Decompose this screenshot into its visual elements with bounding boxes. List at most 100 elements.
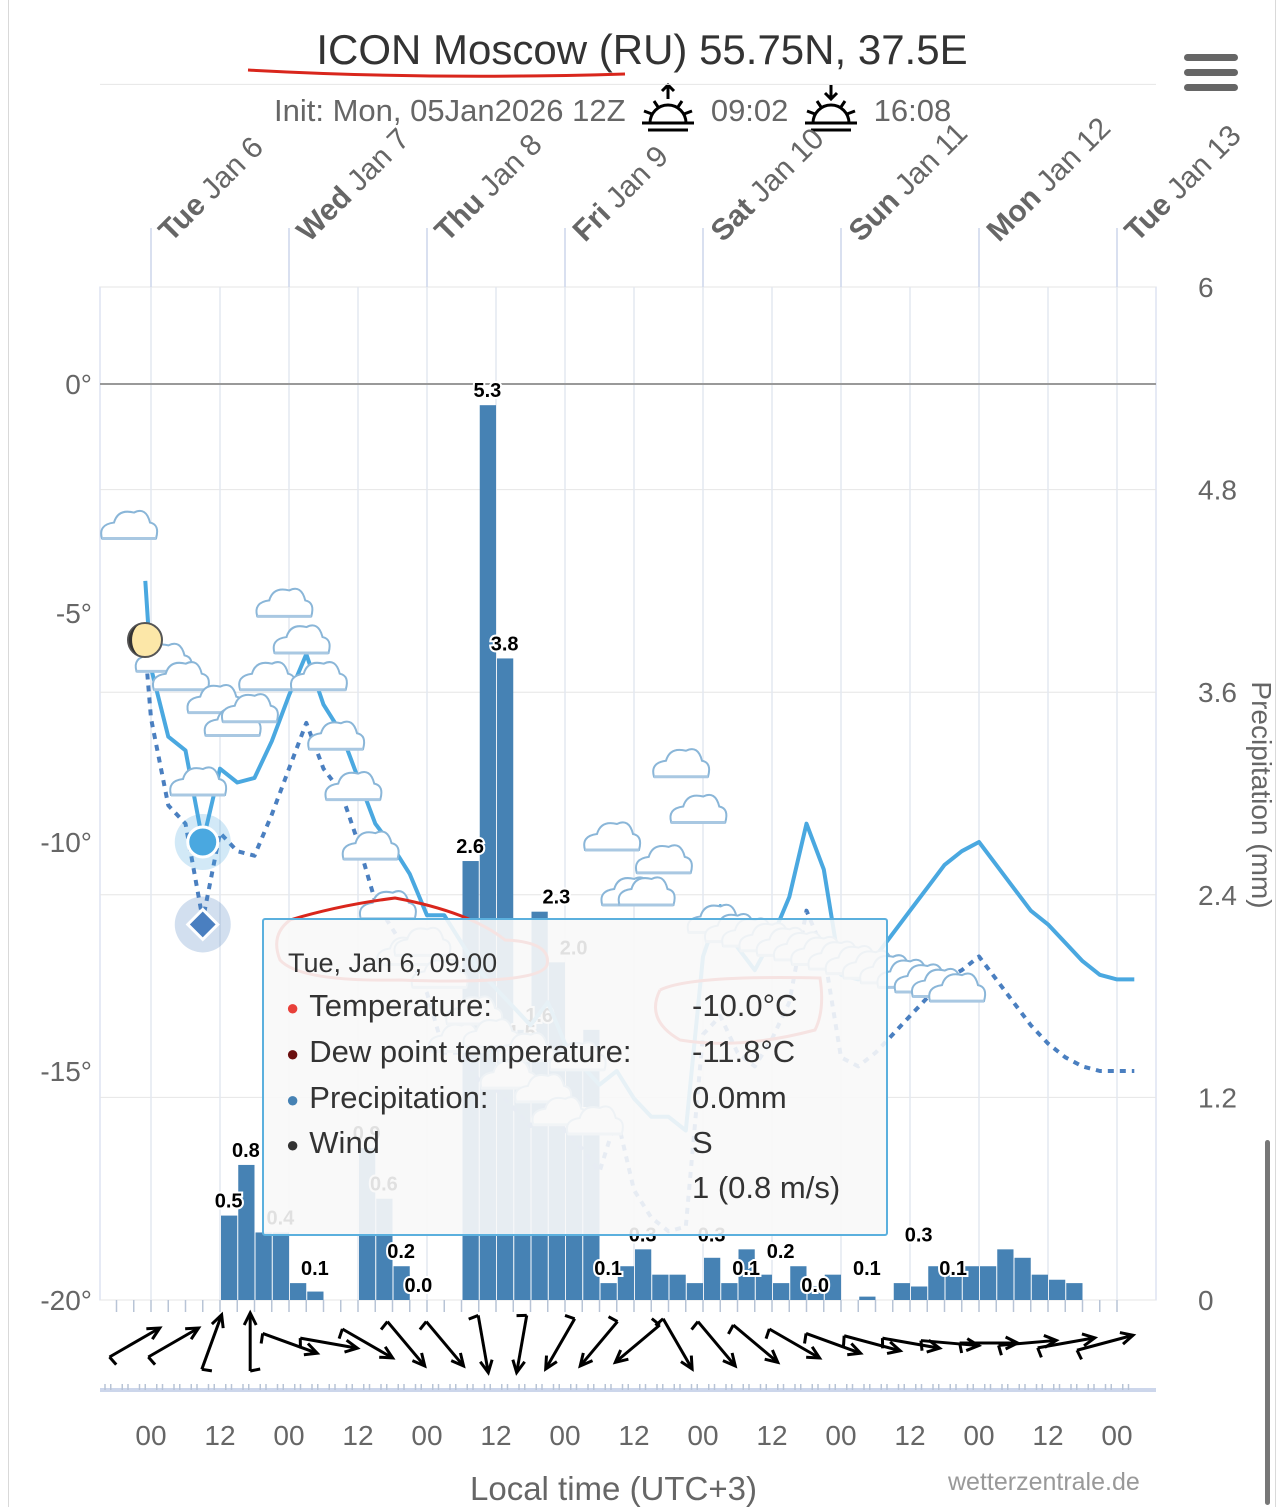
precip-bar	[600, 1283, 617, 1300]
precip-bar	[255, 1232, 272, 1300]
precip-tick-label: 4.8	[1198, 475, 1237, 506]
cloud-shape	[290, 661, 348, 691]
hamburger-menu-icon[interactable]	[1184, 54, 1238, 94]
wind-barb-flag	[690, 1320, 700, 1331]
cloud-icon	[324, 770, 383, 802]
cloud-shape	[652, 748, 711, 778]
wind-barb-icon	[147, 1326, 202, 1366]
wind-barb-head	[886, 1340, 904, 1355]
cloud-icon	[669, 793, 728, 825]
precip-data-label: 0.5	[215, 1191, 243, 1213]
temp-highlight-marker	[186, 825, 220, 859]
cloud-shape	[583, 821, 642, 851]
wind-barb-shaft	[299, 1336, 356, 1350]
cloud-shape	[272, 624, 331, 655]
wind-barb-head	[612, 1349, 629, 1365]
cloud-shape	[635, 844, 693, 874]
precip-data-label: 0.3	[905, 1224, 933, 1246]
wind-barb-flag	[803, 1333, 808, 1344]
init-subtitle: Init: Mon, 05Jan2026 12Z 09:02 16:08	[274, 82, 951, 143]
wind-barb-flag	[418, 1320, 428, 1331]
wind-barb-head	[303, 1342, 321, 1357]
wind-barb-head	[965, 1337, 983, 1352]
wind-barb-flag	[880, 1338, 885, 1349]
wind-barb-flag	[607, 1315, 619, 1323]
wind-dot-icon: ●	[286, 1131, 300, 1157]
wind-barb-flag	[919, 1340, 924, 1351]
precip-bar	[755, 1274, 772, 1300]
day-label: Tue Jan 13	[1119, 119, 1248, 248]
precip-bar	[1049, 1279, 1066, 1300]
wind-barb-flag	[298, 1338, 302, 1349]
x-tick-label: 12	[618, 1420, 649, 1451]
tooltip-temp-row: ● Temperature:	[286, 988, 492, 1024]
wind-barb-icon	[654, 1317, 694, 1372]
wind-barb-icon	[1036, 1332, 1099, 1358]
wind-barb-icon	[511, 1313, 529, 1376]
wind-barb-head	[764, 1349, 781, 1365]
precip-data-label: 5.3	[473, 380, 501, 402]
wind-barb-shaft	[200, 1316, 223, 1370]
day-label-date: Jan 9	[600, 140, 675, 215]
cloud-icon	[635, 844, 693, 875]
cloud-icon	[169, 766, 228, 797]
precip-data-label: 3.8	[491, 633, 519, 655]
sunrise-time: 09:02	[710, 93, 789, 129]
wind-barb-shaft	[1076, 1334, 1132, 1352]
wind-barb-shaft	[108, 1327, 159, 1359]
cloud-shape	[221, 693, 279, 723]
cloud-icon	[100, 509, 159, 541]
wind-barb-icon	[1075, 1331, 1137, 1361]
precip-dot-icon: ●	[286, 1086, 300, 1112]
precip-data-label: 2.6	[456, 836, 484, 858]
precip-bar	[669, 1274, 686, 1300]
tooltip-temp-value: -10.0°C	[692, 988, 798, 1023]
x-tick-label: 12	[204, 1420, 235, 1451]
precip-tick-label: 3.6	[1198, 677, 1237, 708]
page-title: ICON Moscow (RU) 55.75N, 37.5E	[316, 26, 968, 73]
wind-barb-flag	[1075, 1349, 1083, 1361]
wind-barb-shaft	[545, 1318, 576, 1368]
precip-bar	[635, 1249, 652, 1300]
tooltip-dew-label: Dew point temperature:	[309, 1034, 632, 1069]
tooltip-precip-label: Precipitation:	[309, 1080, 489, 1115]
temp-tick-label: -5°	[56, 598, 92, 629]
x-tick-label: 12	[894, 1420, 925, 1451]
x-tick-label: 12	[342, 1420, 373, 1451]
cloud-shape	[341, 830, 400, 861]
tooltip-wind-label: Wind	[309, 1125, 380, 1160]
precip-bar	[238, 1164, 255, 1300]
cloud-icon	[307, 720, 366, 751]
wind-barb-head	[411, 1352, 427, 1369]
wind-barb-head	[511, 1359, 526, 1376]
wind-barb-flag	[958, 1342, 964, 1354]
x-tick-label: 12	[480, 1420, 511, 1451]
wind-barb-shaft	[661, 1318, 693, 1368]
cloud-icon	[221, 693, 279, 724]
precip-bar	[686, 1283, 703, 1300]
wind-barb-icon	[298, 1336, 361, 1354]
wind-barb-flag	[516, 1313, 527, 1318]
precip-bar	[617, 1266, 634, 1300]
wind-barb-head	[722, 1352, 738, 1369]
wind-barb-shaft	[425, 1320, 464, 1366]
wind-barb-shaft	[147, 1327, 198, 1359]
cloud-shape	[169, 766, 228, 797]
precip-bar	[962, 1266, 979, 1300]
cloud-icon	[341, 830, 400, 861]
x-tick-label: 00	[135, 1420, 166, 1451]
wind-barb-head	[1081, 1332, 1099, 1347]
temp-tick-label: -20°	[40, 1285, 92, 1316]
precip-bar	[945, 1274, 962, 1300]
wind-barb-shaft	[920, 1339, 977, 1347]
scrollbar[interactable]	[1265, 1140, 1270, 1505]
wind-barb-icon	[727, 1323, 781, 1365]
x-tick-label: 12	[1032, 1420, 1063, 1451]
wind-barb-flag	[201, 1367, 213, 1373]
wind-barb-flag	[249, 1367, 261, 1373]
wind-barb-head	[242, 1309, 258, 1326]
cloud-shape	[324, 770, 383, 801]
day-label: Wed Jan 7	[291, 122, 417, 248]
tooltip-precip-value: 0.0mm	[692, 1080, 787, 1115]
